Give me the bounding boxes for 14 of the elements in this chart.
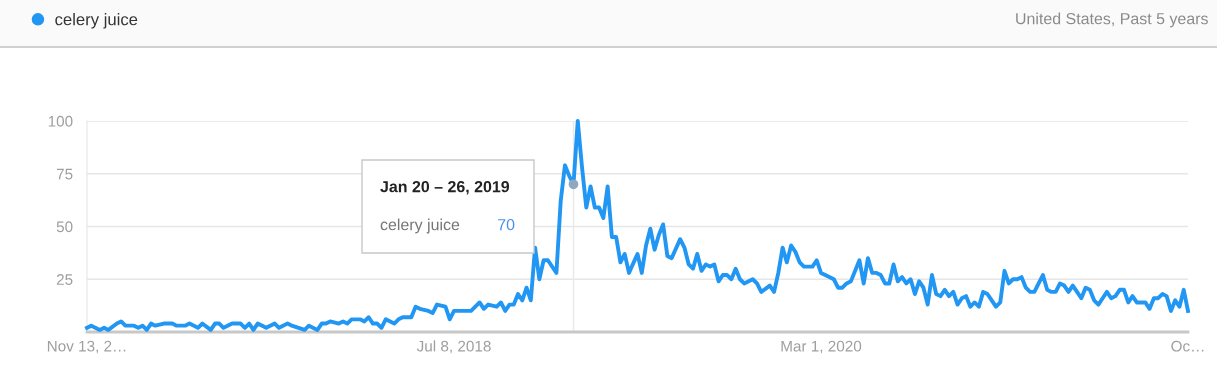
y-tick-label: 25 bbox=[56, 274, 73, 285]
line-series bbox=[85, 119, 1190, 332]
x-tick-label: Mar 1, 2020 bbox=[781, 340, 862, 354]
text: celery juice bbox=[380, 218, 460, 234]
y-tick-label: 100 bbox=[48, 115, 73, 127]
x-tick-label: Nov 13, 2… bbox=[47, 340, 126, 354]
annotation: 70 bbox=[498, 218, 515, 231]
legend-label: celery juice bbox=[55, 13, 138, 29]
chart-subtitle: United States, Past 5 years bbox=[1016, 12, 1208, 28]
x-tick-label: Jul 8, 2018 bbox=[416, 340, 491, 354]
y-tick-label: 75 bbox=[56, 168, 73, 180]
x-tick-label: Oc… bbox=[1171, 340, 1204, 352]
annotation: Jan 20 – 26, 2019 bbox=[380, 180, 510, 195]
y-tick-label: 50 bbox=[56, 221, 73, 233]
